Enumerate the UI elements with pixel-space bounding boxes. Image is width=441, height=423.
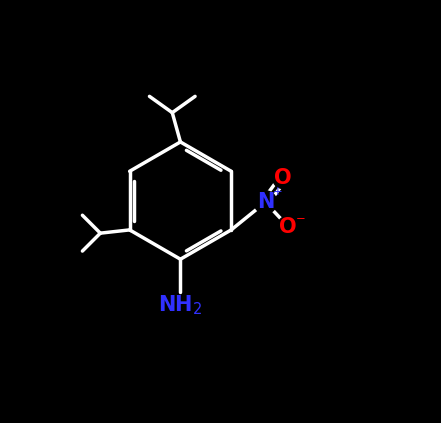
- Text: O: O: [279, 217, 297, 236]
- Circle shape: [273, 167, 294, 189]
- Circle shape: [254, 191, 277, 214]
- Text: NH$_2$: NH$_2$: [158, 294, 203, 317]
- Circle shape: [277, 216, 299, 237]
- Text: N: N: [257, 192, 274, 212]
- Text: $^+$: $^+$: [269, 186, 283, 204]
- Text: O: O: [274, 168, 292, 188]
- Text: $^-$: $^-$: [293, 214, 306, 232]
